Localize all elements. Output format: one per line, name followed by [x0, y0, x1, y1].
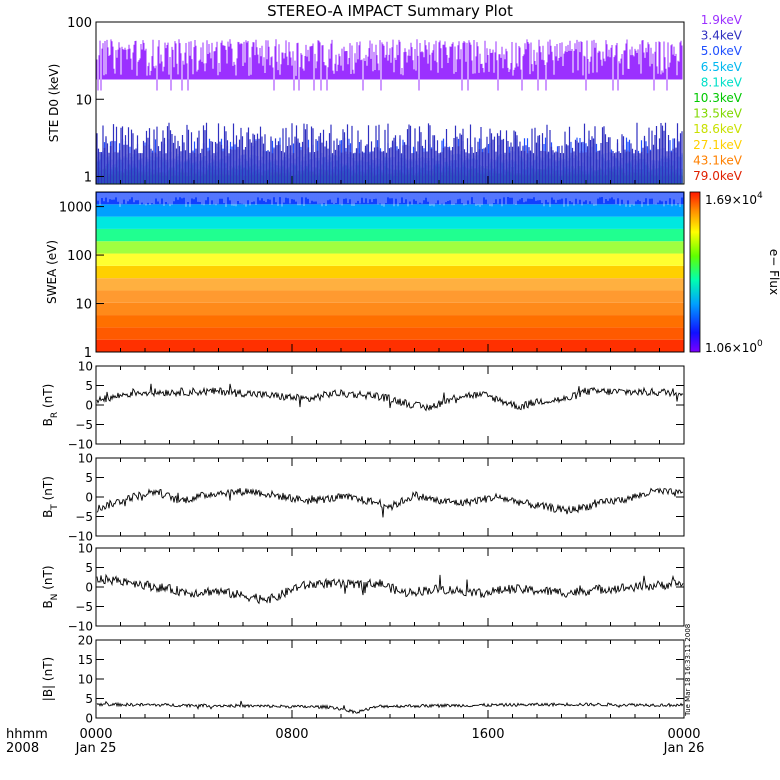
colorbar-min-label: 1.06×100	[705, 339, 763, 355]
y-tick-label: 10	[78, 360, 93, 374]
ste-series-1.9keV	[96, 39, 683, 91]
x-date-label: Jan 26	[663, 741, 705, 756]
legend-entry: 6.5keV	[701, 60, 743, 74]
swea-band	[96, 265, 684, 279]
bn-panel: 10 5 0 −5 −10 BN (nT)	[41, 542, 685, 634]
x-tick-label: 0000	[667, 727, 700, 742]
bt-frame	[95, 457, 685, 537]
legend-entry: 79.0keV	[693, 169, 743, 183]
ste-ylabel: STE D0 (keV)	[47, 64, 61, 143]
swea-panel: 1 10 100 1000 SWEA (eV) 1.69×104 1.06×100 e…	[45, 191, 780, 361]
y-tick-label: −10	[68, 620, 93, 634]
timestamp-text: Tue Mar 18 16:33:11 2008	[684, 624, 692, 717]
x-tick-label: 0000	[79, 727, 112, 742]
swea-ylabel: SWEA (eV)	[45, 240, 59, 304]
bn-ylabel: BN (nT)	[41, 565, 60, 608]
ste-tick-label: 100	[67, 16, 92, 31]
bt-panel: 10 5 0 −5 −10 BT (nT)	[41, 452, 685, 544]
ste-ticks: 1 10 100	[67, 16, 685, 186]
legend-entry: 18.6keV	[693, 122, 743, 136]
y-tick-label: 5	[85, 471, 93, 485]
legend-entry: 43.1keV	[693, 153, 743, 167]
y-tick-label: −5	[75, 510, 93, 524]
ste-tick-label: 10	[75, 93, 92, 108]
br-ylabel: BR (nT)	[41, 384, 60, 427]
y-tick-label: 10	[78, 542, 93, 556]
swea-tick-label: 100	[67, 249, 92, 264]
y-tick-label: 5	[85, 379, 93, 393]
y-tick-label: 5	[85, 561, 93, 575]
ste-data	[96, 39, 683, 184]
y-tick-label: −10	[68, 530, 93, 544]
swea-band	[96, 302, 684, 316]
bmag-ticks: 20 15 10 5 0	[78, 634, 685, 726]
y-tick-label: 0	[85, 399, 93, 413]
swea-band	[96, 278, 684, 291]
bt-line	[96, 487, 684, 518]
x-date-label: Jan 25	[75, 741, 117, 756]
y-tick-label: 10	[78, 452, 93, 466]
ste-tick-label: 1	[84, 171, 92, 186]
br-ticks: 10 5 0 −5 −10	[68, 360, 685, 452]
y-tick-label: 10	[78, 673, 93, 687]
swea-band	[96, 327, 684, 340]
br-panel: 10 5 0 −5 −10 BR (nT)	[41, 360, 685, 452]
legend-entry: 1.9keV	[701, 13, 743, 27]
y-tick-label: 5	[85, 692, 93, 706]
legend-entry: 13.5keV	[693, 107, 743, 121]
legend-entry: 5.0keV	[701, 44, 743, 58]
bmag-line	[96, 700, 684, 715]
swea-data	[95, 192, 684, 352]
swea-band	[96, 290, 684, 303]
swea-band	[96, 204, 684, 217]
bn-ticks: 10 5 0 −5 −10	[68, 542, 685, 634]
swea-band	[96, 216, 684, 229]
bn-line	[96, 573, 684, 605]
x-row2-label: 2008	[6, 741, 39, 756]
bt-ticks: 10 5 0 −5 −10	[68, 452, 685, 544]
y-tick-label: 0	[85, 712, 93, 726]
legend-entry: 10.3keV	[693, 91, 743, 105]
ste-series-3.4keV	[96, 122, 683, 184]
swea-tick-label: 10	[75, 298, 92, 313]
swea-band	[96, 241, 684, 254]
swea-tick-label: 1	[84, 346, 92, 361]
y-tick-label: −5	[75, 600, 93, 614]
y-tick-label: −10	[68, 438, 93, 452]
colorbar-max-label: 1.69×104	[705, 191, 763, 207]
legend-entry: 27.1keV	[693, 138, 743, 152]
bmag-ylabel: |B| (nT)	[41, 657, 55, 701]
bmag-panel: 20 15 10 5 0 |B| (nT) Tue Mar 18 16:33:11 20…	[41, 624, 692, 726]
chart-title: STEREO-A IMPACT Summary Plot	[267, 2, 513, 20]
swea-band	[96, 253, 684, 266]
x-row1-label: hhmm	[6, 727, 48, 742]
y-tick-label: 15	[78, 653, 93, 667]
colorbar-gradient	[689, 191, 701, 353]
br-line	[96, 383, 684, 412]
swea-ticks: 1 10 100 1000	[59, 201, 685, 361]
colorbar: 1.69×104 1.06×100 e− Flux	[689, 191, 780, 355]
swea-band	[96, 315, 684, 328]
bt-ylabel: BT (nT)	[41, 476, 60, 518]
x-tick-label: 1600	[471, 727, 504, 742]
swea-tick-label: 1000	[59, 201, 92, 216]
legend-entry: 8.1keV	[701, 75, 743, 89]
y-tick-label: 0	[85, 491, 93, 505]
x-tick-label: 0800	[275, 727, 308, 742]
y-tick-label: 0	[85, 581, 93, 595]
colorbar-label: e− Flux	[767, 249, 780, 295]
legend-entry: 3.4keV	[701, 29, 743, 43]
y-tick-label: −5	[75, 418, 93, 432]
y-tick-label: 20	[78, 634, 93, 648]
swea-band	[96, 228, 684, 242]
